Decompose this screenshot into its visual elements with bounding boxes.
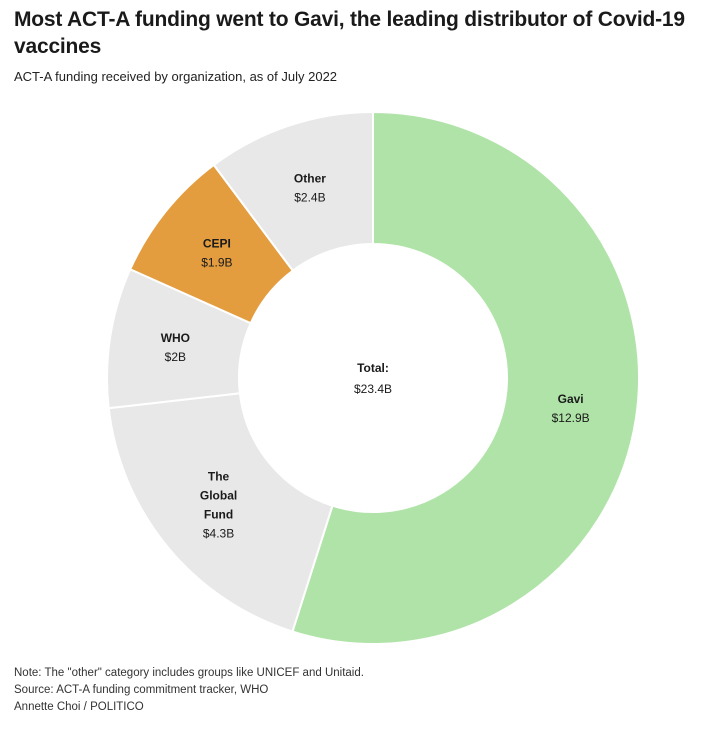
donut-labels: Gavi $12.9B The Global Fund $4.3B WHO $2B CEPI $1… xyxy=(161,172,590,541)
chart-footer: Note: The "other" category includes grou… xyxy=(14,665,364,716)
footer-note: Note: The "other" category includes grou… xyxy=(14,667,364,679)
slice-name-cepi: CEPI xyxy=(203,237,231,251)
donut-slices xyxy=(106,110,640,645)
slice-name-who: WHO xyxy=(161,331,190,345)
slice-value-cepi: $1.9B xyxy=(201,256,232,270)
footer-source: Source: ACT-A funding commitment tracker… xyxy=(14,684,269,696)
slice-gavi xyxy=(291,110,640,645)
slice-name-other: Other xyxy=(294,172,326,186)
slice-the-global-fund xyxy=(107,392,334,633)
slice-label-the-global-fund: The Global Fund $4.3B xyxy=(200,470,237,541)
slice-value-the-global-fund: $4.3B xyxy=(203,527,234,541)
slice-value-who: $2B xyxy=(165,350,186,364)
slice-name-the-global-fund-2: Fund xyxy=(204,508,233,522)
slice-value-gavi: $12.9B xyxy=(552,411,590,425)
slice-label-gavi: Gavi $12.9B xyxy=(552,392,590,425)
donut-center: Total: $23.4B xyxy=(354,361,392,396)
slice-other xyxy=(212,110,374,273)
chart-title: Most ACT-A funding went to Gavi, the lea… xyxy=(14,8,685,58)
footer-credit: Annette Choi / POLITICO xyxy=(14,701,144,713)
center-total-value: $23.4B xyxy=(354,382,392,396)
slice-name-the-global-fund-0: The xyxy=(208,470,230,484)
slice-label-other: Other $2.4B xyxy=(294,172,326,205)
slice-value-other: $2.4B xyxy=(294,191,325,205)
slice-name-the-global-fund-1: Global xyxy=(200,489,237,503)
slice-name-gavi: Gavi xyxy=(558,392,584,406)
slice-label-who: WHO $2B xyxy=(161,331,190,364)
chart-subtitle: ACT-A funding received by organization, … xyxy=(14,69,338,84)
slice-label-cepi: CEPI $1.9B xyxy=(201,237,232,270)
center-total-label: Total: xyxy=(357,361,389,375)
